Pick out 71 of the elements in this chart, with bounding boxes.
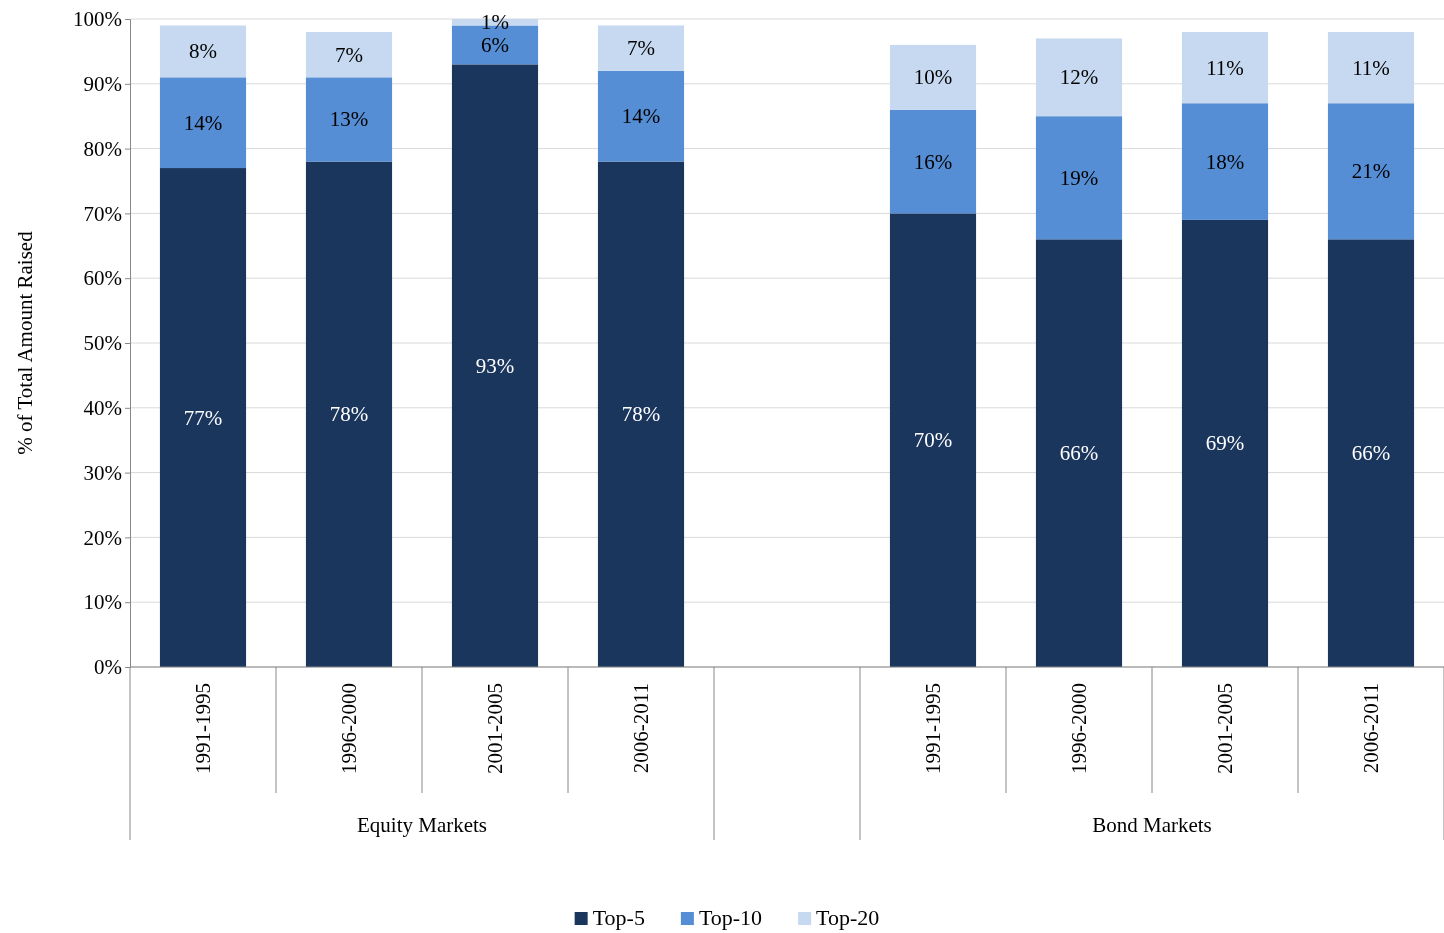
bar <box>889 109 977 214</box>
legend-label: Top-5 <box>592 905 645 930</box>
bar <box>159 25 247 78</box>
data-label: 77% <box>183 405 223 430</box>
bar <box>597 161 685 667</box>
data-label: 8% <box>189 39 217 64</box>
x-tick-label: 2001-2005 <box>1213 683 1237 774</box>
data-label: 14% <box>183 110 223 135</box>
y-tick-label: 0% <box>94 655 122 680</box>
data-label: 11% <box>1206 55 1244 80</box>
y-tick-label: 40% <box>83 396 122 421</box>
data-label: 18% <box>1205 149 1245 174</box>
x-tick-label: 1996-2000 <box>337 683 361 774</box>
data-label: 16% <box>913 149 953 174</box>
data-label: 66% <box>1059 441 1099 466</box>
x-tick-label: 2006-2011 <box>629 683 653 774</box>
y-tick-label: 90% <box>83 72 122 97</box>
data-label: 10% <box>913 65 953 90</box>
text: Equity Markets <box>356 813 488 837</box>
bar <box>305 161 393 667</box>
bar <box>451 64 539 667</box>
y-tick-label: 60% <box>83 266 122 291</box>
x-tick-label: 1996-2000 <box>1067 683 1091 774</box>
y-tick-label: 30% <box>83 460 122 485</box>
bar <box>1181 219 1269 667</box>
bar <box>1035 116 1123 240</box>
bar <box>1035 38 1123 117</box>
bar <box>1181 103 1269 220</box>
bar <box>1181 31 1269 104</box>
bar <box>889 213 977 667</box>
text: Bond Markets <box>1092 813 1212 837</box>
bar <box>1327 103 1415 240</box>
y-axis-title: % of Total Amount Raised <box>13 230 37 455</box>
data-label: 14% <box>621 104 661 129</box>
bar <box>305 77 393 162</box>
data-label: 78% <box>329 402 369 427</box>
x-tick-label: 1991-1995 <box>921 683 945 774</box>
y-tick-label: 20% <box>83 525 122 550</box>
data-label: 6% <box>481 32 509 57</box>
x-tick-label: 2001-2005 <box>483 683 507 774</box>
legend-label: Top-20 <box>816 905 880 930</box>
data-label: 21% <box>1351 159 1391 184</box>
bar <box>889 44 977 110</box>
data-label: 7% <box>627 36 655 61</box>
bar <box>159 168 247 667</box>
y-tick-label: 100% <box>73 7 122 32</box>
data-label: 70% <box>913 428 953 453</box>
bar <box>159 77 247 169</box>
bar <box>597 70 685 162</box>
data-label: 13% <box>329 107 369 132</box>
data-label: 19% <box>1059 165 1099 190</box>
data-label: 78% <box>621 402 661 427</box>
data-label: 12% <box>1059 65 1099 90</box>
x-tick-label: 1991-1995 <box>191 683 215 774</box>
data-label: 66% <box>1351 441 1391 466</box>
y-tick-label: 10% <box>83 590 122 615</box>
bar <box>1327 31 1415 104</box>
data-label: 93% <box>475 353 515 378</box>
y-tick-label: 80% <box>83 136 122 161</box>
data-label: 7% <box>335 42 363 67</box>
y-tick-label: 70% <box>83 201 122 226</box>
bar <box>597 25 685 71</box>
bar <box>1327 239 1415 667</box>
data-label: 1% <box>481 10 509 35</box>
legend-label: Top-10 <box>698 905 763 930</box>
bar <box>305 31 393 78</box>
x-tick-label: 2006-2011 <box>1359 683 1383 774</box>
data-label: 69% <box>1205 431 1245 456</box>
data-label: 11% <box>1352 55 1390 80</box>
y-tick-label: 50% <box>83 331 122 356</box>
bar <box>1035 239 1123 667</box>
